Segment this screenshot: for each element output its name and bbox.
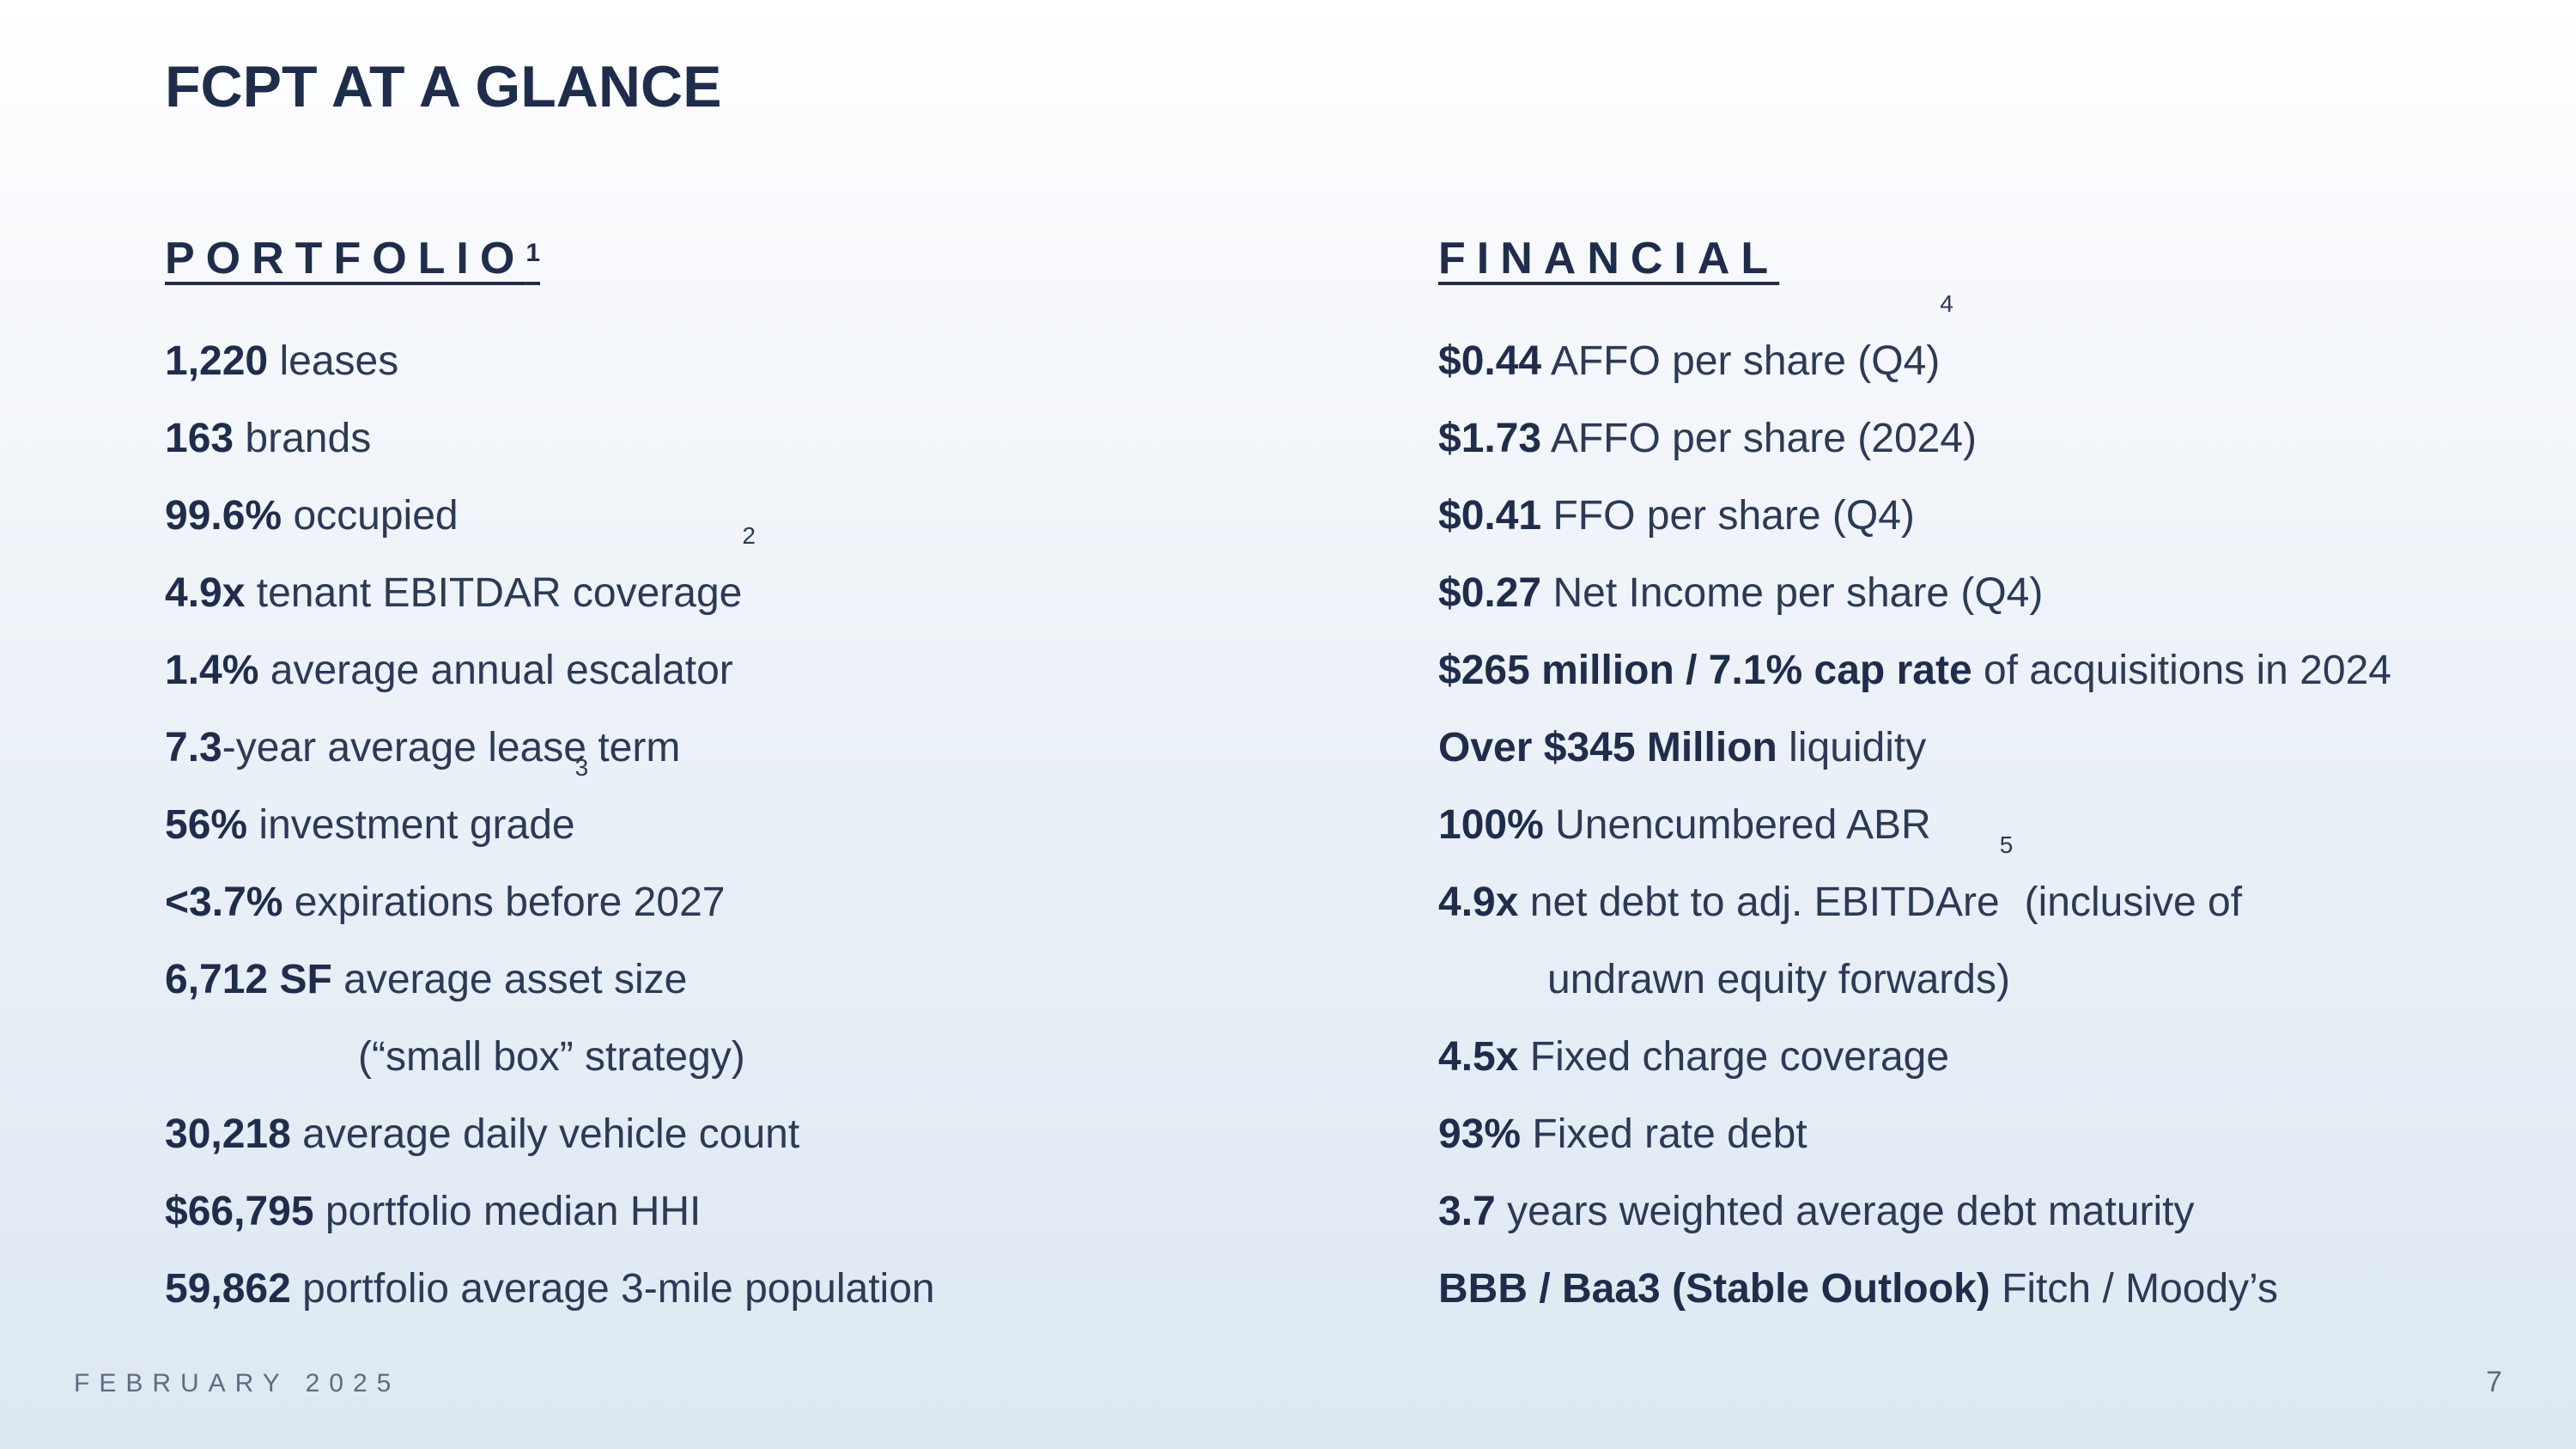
portfolio-item-value: 56% [165,802,248,848]
financial-item-value: 4.9x [1438,880,1519,925]
financial-item-value: BBB / Baa3 (Stable Outlook) [1438,1266,1990,1312]
financial-item-label: AFFO per share (2024) [1541,416,1978,461]
financial-item-label: Fitch / Moody’s [1990,1266,2278,1312]
financial-item-label: years weighted average debt maturity [1495,1189,2195,1234]
portfolio-item-label: occupied [282,493,459,539]
financial-item-value: $265 million / 7.1% cap rate [1438,648,1972,693]
financial-item-value: 3.7 [1438,1189,1496,1234]
portfolio-item: 4.9x tenant EBITDAR coverage 2 [165,524,935,632]
portfolio-item-value: $66,795 [165,1189,314,1234]
financial-item: 93% Fixed rate debt [1438,1096,2391,1173]
financial-item-value: $0.27 [1438,570,1542,616]
portfolio-item-value: 6,712 SF [165,957,332,1002]
financial-item-continuation: undrawn equity forwards) [1438,941,2391,1019]
financial-item-footnote: 5 [1999,831,2014,858]
portfolio-item: 30,218 average daily vehicle count [165,1096,935,1173]
financial-heading-text: FINANCIAL [1438,234,1780,283]
financial-item-label: FFO per share (Q4) [1541,493,1915,539]
portfolio-item-label: -year average lease term [222,725,681,770]
portfolio-item-continuation: (“small box” strategy) [165,1019,935,1096]
portfolio-item: 1,220 leases [165,323,935,400]
page-number: 7 [2486,1366,2502,1398]
financial-item-footnote: 4 [1940,290,1953,317]
financial-item-label: Fixed rate debt [1521,1111,1807,1157]
portfolio-item: 7.3-year average lease term [165,709,935,787]
financial-item-label: Fixed charge coverage [1518,1034,1950,1080]
portfolio-item-label: leases [268,338,399,384]
financial-item: $0.44 AFFO per share (Q4) 4 [1438,292,2391,400]
portfolio-item-label: average annual escalator [258,648,733,693]
financial-item-value: 4.5x [1438,1034,1519,1080]
financial-item-label: net debt to adj. EBITDAre [1518,880,2000,925]
footer-date: FEBRUARY 2025 [74,1369,401,1397]
portfolio-heading: PORTFOLIO1 [165,230,935,287]
portfolio-item-value: 4.9x [165,570,246,616]
portfolio-item-label: brands [234,416,372,461]
financial-item-label: liquidity [1777,725,1927,770]
portfolio-column: PORTFOLIO1 1,220 leases 163 brands 99.6%… [165,230,935,1328]
portfolio-item: 6,712 SF average asset size [165,941,935,1019]
portfolio-item-value: 30,218 [165,1111,291,1157]
portfolio-item-footnote: 3 [574,754,589,781]
portfolio-item: 99.6% occupied [165,478,935,555]
portfolio-item-value: 99.6% [165,493,283,539]
financial-item: $1.73 AFFO per share (2024) [1438,400,2391,478]
portfolio-item: 56% investment grade 3 [165,756,935,864]
portfolio-item-value: 7.3 [165,725,222,770]
portfolio-item-value: 163 [165,416,234,461]
portfolio-item-value: 59,862 [165,1266,291,1312]
financial-item-value: $0.41 [1438,493,1542,539]
financial-item-label: Unencumbered ABR [1543,802,1931,848]
financial-item: BBB / Baa3 (Stable Outlook) Fitch / Mood… [1438,1251,2391,1328]
financial-column: FINANCIAL $0.44 AFFO per share (Q4) 4 $1.… [1438,230,2391,1328]
page-title: FCPT AT A GLANCE [165,54,722,119]
portfolio-item-label: expirations before 2027 [283,880,726,925]
financial-item-label-tail: (inclusive of [2013,880,2243,925]
portfolio-item-label: average asset size [331,957,688,1002]
portfolio-item-label: portfolio average 3-mile population [290,1266,935,1312]
financial-item-label: AFFO per share (Q4) [1541,338,1941,384]
portfolio-item: 1.4% average annual escalator [165,632,935,709]
portfolio-item-label: (“small box” strategy) [358,1034,745,1080]
financial-heading: FINANCIAL [1438,230,2391,287]
financial-item: 100% Unencumbered ABR [1438,787,2391,864]
portfolio-item-label: average daily vehicle count [290,1111,800,1157]
financial-item-label: undrawn equity forwards) [1547,957,2010,1002]
financial-item: $0.27 Net Income per share (Q4) [1438,555,2391,632]
portfolio-item: 163 brands [165,400,935,478]
portfolio-item: $66,795 portfolio median HHI [165,1173,935,1251]
financial-item-value: $0.44 [1438,338,1542,384]
financial-item-value: $1.73 [1438,416,1542,461]
portfolio-item-value: 1,220 [165,338,269,384]
financial-item: 4.5x Fixed charge coverage [1438,1019,2391,1096]
portfolio-item: 59,862 portfolio average 3-mile populati… [165,1251,935,1328]
portfolio-item: <3.7% expirations before 2027 [165,864,935,941]
portfolio-heading-footnote: 1 [526,239,541,267]
financial-item: $265 million / 7.1% cap rate of acquisit… [1438,632,2391,709]
portfolio-item-footnote: 2 [742,522,756,549]
financial-item-label: of acquisitions in 2024 [1971,648,2391,693]
financial-item: Over $345 Million liquidity [1438,709,2391,787]
financial-item: 3.7 years weighted average debt maturity [1438,1173,2391,1251]
portfolio-item-value: <3.7% [165,880,283,925]
portfolio-item-label: portfolio median HHI [313,1189,702,1234]
financial-item-value: Over $345 Million [1438,725,1777,770]
portfolio-heading-text: PORTFOLIO [165,234,526,283]
financial-item-label: Net Income per share (Q4) [1541,570,2044,616]
portfolio-item-label: investment grade [247,802,575,848]
financial-item-value: 93% [1438,1111,1522,1157]
financial-item: 4.9x net debt to adj. EBITDAre 5 (inclusi… [1438,833,2391,941]
portfolio-item-value: 1.4% [165,648,259,693]
financial-item: $0.41 FFO per share (Q4) [1438,478,2391,555]
financial-item-value: 100% [1438,802,1544,848]
portfolio-item-label: tenant EBITDAR coverage [245,570,743,616]
